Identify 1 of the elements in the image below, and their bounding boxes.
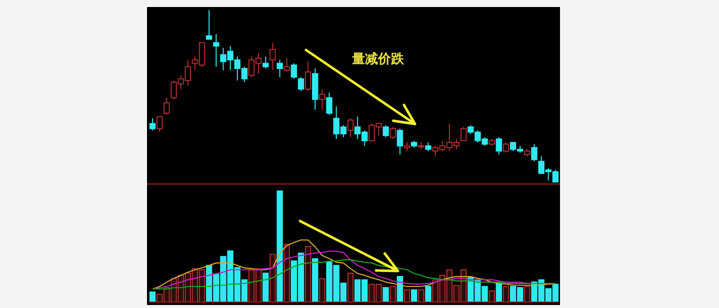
annotation: 量减价跌	[351, 52, 405, 67]
